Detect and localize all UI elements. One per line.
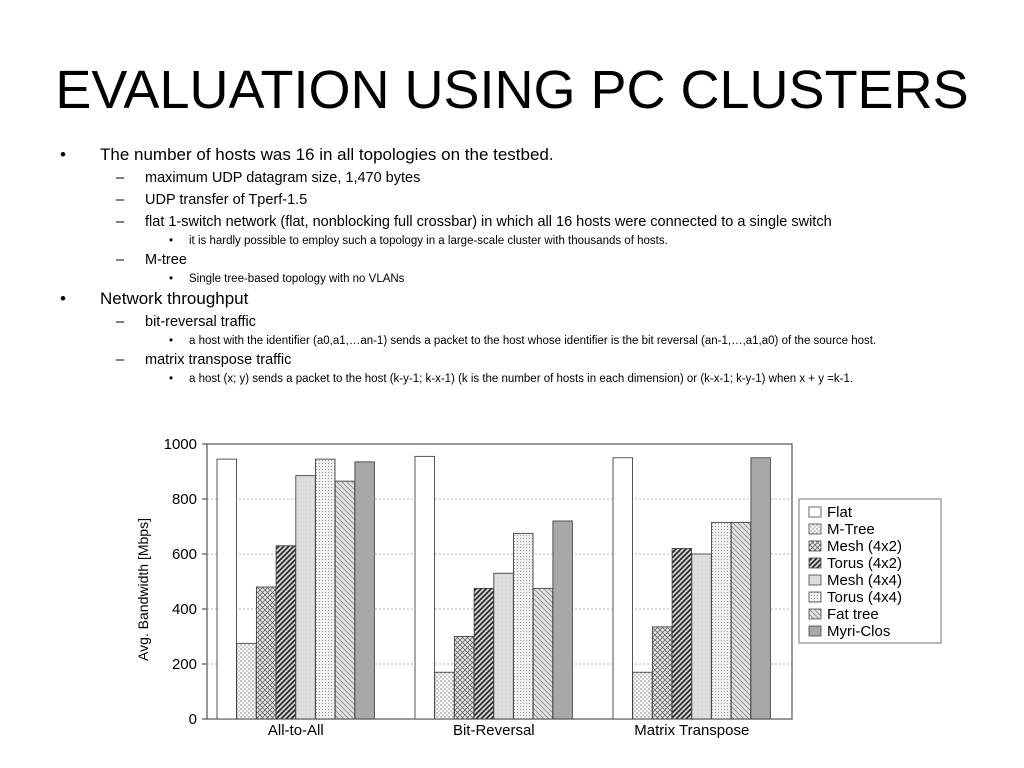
legend-swatch [808, 557, 822, 569]
bar-mesh-4x4--matrix-transpose [691, 553, 712, 720]
bullet-text: it is hardly possible to employ such a t… [189, 235, 668, 247]
bar-myri-clos-bit-reversal [552, 520, 573, 720]
bar-m-tree-matrix-transpose [632, 671, 653, 720]
bullet-marker: – [116, 192, 125, 208]
bar-fat-tree-bit-reversal [532, 587, 554, 720]
bullet-text: M-tree [145, 252, 187, 268]
x-category-label: Bit-Reversal [453, 722, 535, 739]
bullet-item-level-3: • a host (x; y) sends a packet to the hos… [169, 370, 979, 386]
legend-swatch [808, 625, 822, 637]
y-tick-label: 0 [189, 711, 197, 728]
legend-entry: M-Tree [827, 521, 875, 538]
bar-fat-tree-matrix-transpose [730, 521, 752, 720]
bullet-text: Network throughput [100, 289, 249, 308]
bullet-marker: • [169, 235, 174, 247]
y-tick-label: 600 [172, 546, 197, 563]
bullet-marker: • [60, 289, 66, 308]
bullet-text: a host with the identifier (a0,a1,…an-1)… [189, 335, 877, 347]
bullet-marker: • [169, 373, 174, 385]
bar-torus-4x4--matrix-transpose [711, 521, 732, 720]
x-category-label: Matrix Transpose [634, 722, 749, 739]
bullet-item-level-3: • it is hardly possible to employ such a … [169, 232, 979, 248]
bullet-text: matrix transpose traffic [145, 352, 292, 368]
bullet-marker: – [116, 352, 125, 368]
bullet-item-level-2: – maximum UDP datagram size, 1,470 bytes [116, 166, 1024, 188]
plot-area [206, 443, 793, 720]
bullet-marker: • [169, 273, 174, 285]
bullet-text: flat 1-switch network (flat, nonblocking… [145, 214, 832, 230]
bullet-item-level-2: – flat 1-switch network (flat, nonblockin… [116, 210, 1024, 232]
bar-mesh-4x2--bit-reversal [453, 636, 475, 720]
bullet-marker: – [116, 252, 125, 268]
bullet-text: maximum UDP datagram size, 1,470 bytes [145, 170, 421, 186]
bullet-text: bit-reversal traffic [145, 314, 256, 330]
bar-mesh-4x4--all-to-all [295, 475, 316, 720]
bar-myri-clos-all-to-all [354, 461, 375, 720]
legend-box [798, 498, 942, 644]
bar-myri-clos-matrix-transpose [750, 457, 771, 720]
bar-torus-4x2--matrix-transpose [671, 548, 693, 720]
bullet-item-level-1: • Network throughput [60, 286, 1024, 310]
bar-m-tree-all-to-all [236, 642, 257, 720]
bar-mesh-4x2--matrix-transpose [651, 626, 673, 720]
bullet-marker: • [169, 335, 174, 347]
bullet-item-level-2: – bit-reversal traffic [116, 310, 1024, 332]
bullet-text: UDP transfer of Tperf-1.5 [145, 192, 308, 208]
slide-title: EVALUATION USING PC CLUSTERS [55, 60, 969, 120]
legend-swatch [808, 540, 822, 552]
legend-swatch [808, 608, 822, 620]
bullet-list: • The number of hosts was 16 in all topol… [0, 142, 1024, 386]
y-tick-label: 800 [172, 491, 197, 508]
legend-entry: Fat tree [827, 606, 879, 623]
legend-entry: Flat [827, 504, 853, 521]
y-tick-label: 1000 [164, 436, 197, 453]
bullet-text: The number of hosts was 16 in all topolo… [100, 145, 554, 164]
bullet-text: a host (x; y) sends a packet to the host… [189, 373, 854, 385]
legend-entry: Mesh (4x2) [827, 538, 902, 555]
legend-entry: Torus (4x4) [827, 589, 902, 606]
bullet-item-level-2: – matrix transpose traffic [116, 348, 1024, 370]
legend-swatch [808, 574, 822, 586]
bullet-marker: – [116, 314, 125, 330]
bar-torus-4x4--bit-reversal [513, 532, 534, 720]
bullet-item-level-3: • Single tree-based topology with no VLAN… [169, 270, 979, 286]
bar-mesh-4x2--all-to-all [255, 586, 277, 720]
legend-swatch [808, 523, 822, 535]
bullet-item-level-2: – M-tree [116, 248, 1024, 270]
bar-flat-matrix-transpose [612, 457, 633, 720]
bar-mesh-4x4--bit-reversal [493, 572, 514, 720]
bar-flat-bit-reversal [414, 455, 435, 720]
bullet-marker: • [60, 145, 66, 164]
bullet-text: Single tree-based topology with no VLANs [189, 273, 405, 285]
legend-swatch [808, 506, 822, 518]
bullet-item-level-2: – UDP transfer of Tperf-1.5 [116, 188, 1024, 210]
y-axis-label: Avg. Bandwidth [Mbps] [135, 518, 151, 661]
bullet-marker: – [116, 170, 125, 186]
legend-entry: Myri-Clos [827, 623, 890, 640]
legend-entry: Mesh (4x4) [827, 572, 902, 589]
x-category-label: All-to-All [268, 722, 324, 739]
bar-flat-all-to-all [216, 458, 237, 720]
y-tick-label: 200 [172, 656, 197, 673]
bar-torus-4x2--bit-reversal [473, 587, 495, 720]
y-tick-label: 400 [172, 601, 197, 618]
bullet-item-level-3: • a host with the identifier (a0,a1,…an-1… [169, 332, 979, 348]
legend-entry: Torus (4x2) [827, 555, 902, 572]
bar-fat-tree-all-to-all [334, 480, 356, 720]
bullet-item-level-1: • The number of hosts was 16 in all topol… [60, 142, 1024, 166]
bar-torus-4x4--all-to-all [315, 458, 336, 720]
bar-m-tree-bit-reversal [434, 671, 455, 720]
legend-swatch [808, 591, 822, 603]
bar-torus-4x2--all-to-all [275, 545, 297, 720]
bullet-marker: – [116, 214, 125, 230]
